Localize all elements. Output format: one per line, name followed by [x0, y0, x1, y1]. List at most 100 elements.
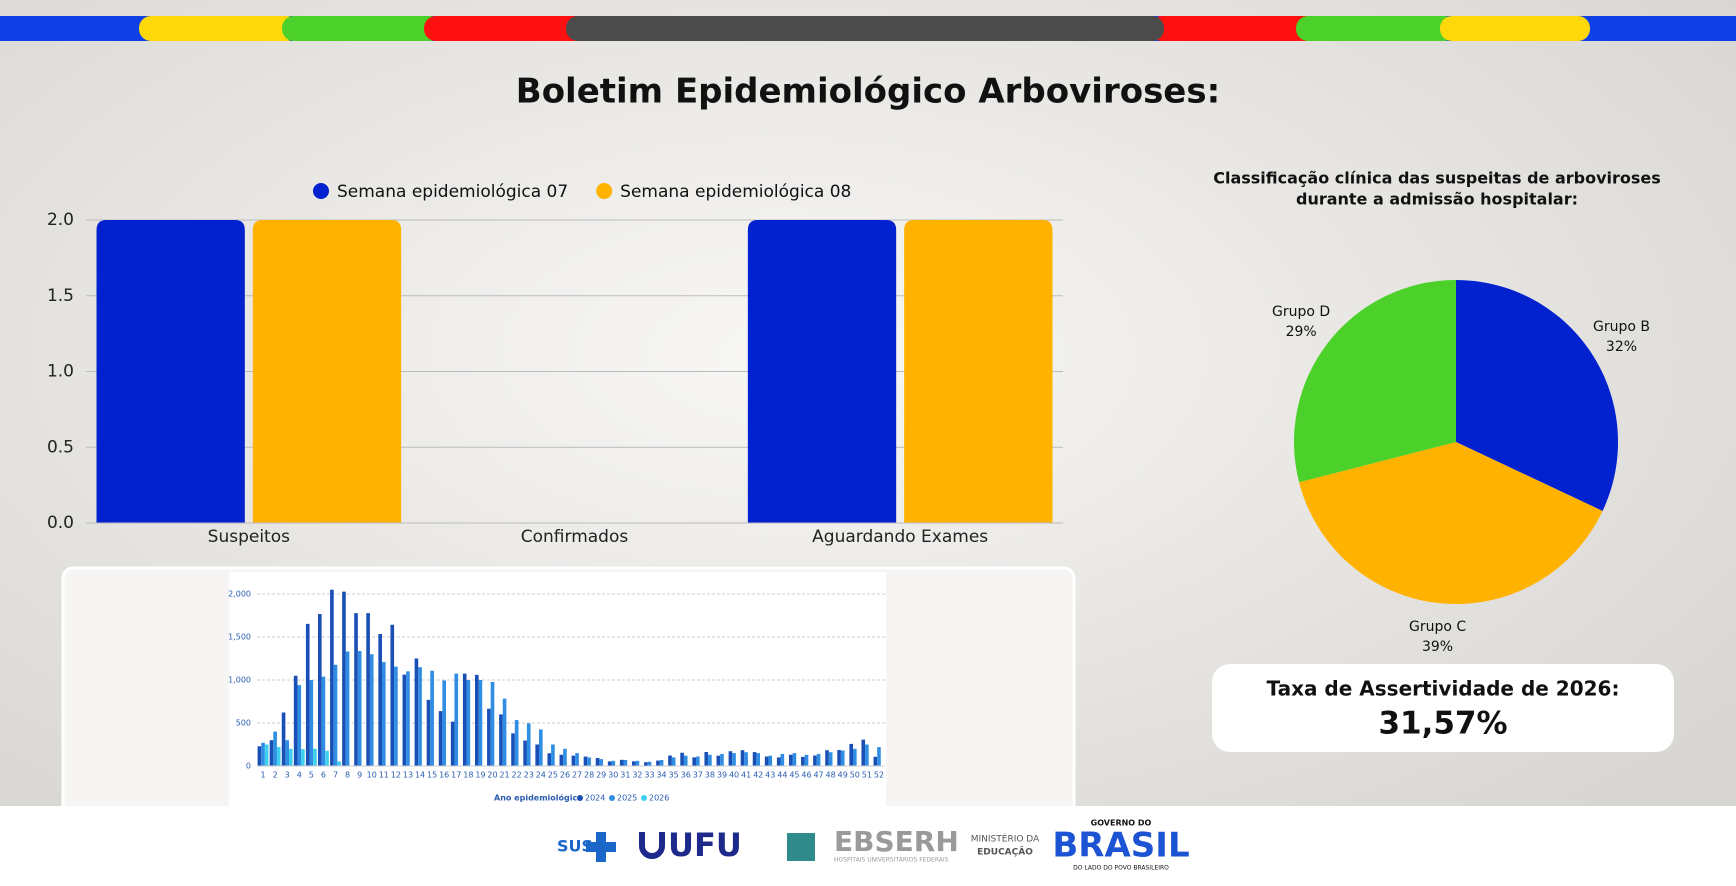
bar	[381, 662, 386, 766]
pie-label: Grupo C	[1409, 619, 1466, 635]
bar	[252, 220, 402, 523]
bar	[450, 721, 455, 766]
bar	[828, 752, 833, 766]
kpi-label: Taxa de Assertividade de 2026:	[1267, 677, 1620, 701]
bar	[487, 708, 491, 766]
bar	[680, 752, 684, 766]
legend-label: Semana epidemiológica 07	[337, 182, 568, 202]
bar	[490, 681, 495, 766]
bar	[378, 633, 382, 766]
x-tick-label: 12	[391, 771, 401, 780]
pie-slice	[1299, 442, 1603, 605]
bar	[514, 720, 519, 766]
y-tick-label: 0.0	[47, 513, 74, 533]
x-tick-label: Aguardando Exames	[812, 527, 988, 547]
bar	[511, 733, 515, 766]
bar	[801, 756, 805, 766]
bar	[704, 751, 709, 766]
x-tick-label: 41	[741, 771, 751, 780]
bar	[551, 744, 555, 766]
bar	[345, 651, 350, 766]
x-tick-label: 14	[415, 771, 425, 780]
x-tick-label: 35	[669, 771, 679, 780]
x-tick-label: Confirmados	[521, 527, 629, 547]
bar	[402, 674, 407, 766]
legend-swatch	[596, 183, 613, 199]
legend-label: 2024	[585, 794, 605, 803]
bar	[768, 755, 773, 766]
gov-sub: DO LADO DO POVO BRASILEIRO	[1073, 865, 1169, 872]
bar	[454, 673, 459, 766]
y-tick-label: 0	[246, 762, 251, 771]
bar	[788, 754, 793, 766]
x-tick-label: 19	[475, 771, 485, 780]
legend-swatch	[641, 795, 647, 801]
bar	[462, 673, 467, 766]
ufu-logo: UFU	[668, 826, 742, 864]
bar	[366, 613, 370, 766]
pie-value-label: 39%	[1422, 639, 1453, 655]
bar	[683, 755, 688, 766]
bar	[813, 755, 817, 766]
x-tick-label: Suspeitos	[208, 527, 290, 547]
bar	[559, 754, 564, 766]
x-tick-label: 34	[656, 771, 666, 780]
pie-title: Classificação clínica das suspeitas de a…	[1213, 169, 1661, 188]
y-tick-label: 0.5	[47, 437, 74, 457]
bar	[354, 613, 358, 766]
bar	[825, 750, 829, 766]
bar	[631, 761, 636, 766]
x-tick-label: 49	[838, 771, 848, 780]
bar	[257, 746, 262, 766]
bar	[692, 757, 696, 766]
bar	[474, 674, 479, 766]
bar	[837, 750, 841, 766]
x-tick-label: 38	[705, 771, 715, 780]
bar	[321, 676, 326, 766]
gov-top: GOVERNO DO	[1091, 819, 1152, 828]
x-tick-label: 22	[512, 771, 522, 780]
bar	[873, 756, 878, 766]
x-tick-label: 37	[693, 771, 703, 780]
x-tick-label: 52	[874, 771, 884, 780]
x-tick-label: 29	[596, 771, 606, 780]
x-tick-label: 5	[309, 771, 314, 780]
x-tick-label: 10	[367, 771, 377, 780]
x-tick-label: 30	[608, 771, 618, 780]
bar	[276, 747, 281, 766]
mec-line-1: MINISTÉRIO DA	[971, 833, 1040, 845]
sus-logo: SUS	[557, 837, 593, 856]
bar	[438, 711, 443, 766]
top-stripe	[0, 16, 1736, 41]
y-tick-label: 1.0	[47, 362, 74, 382]
x-tick-label: 36	[681, 771, 691, 780]
bar	[607, 761, 612, 766]
x-tick-label: 40	[729, 771, 739, 780]
bar	[418, 667, 422, 766]
x-tick-label: 3	[285, 771, 290, 780]
bar	[852, 748, 857, 766]
x-tick-label: 44	[777, 771, 787, 780]
bar	[849, 743, 853, 766]
bar	[865, 744, 869, 766]
bar	[261, 742, 265, 766]
x-tick-label: 47	[813, 771, 823, 780]
bar	[635, 760, 640, 766]
bar	[583, 756, 588, 766]
bar	[281, 712, 286, 766]
bar	[305, 623, 310, 766]
bar	[587, 757, 591, 766]
bar	[325, 750, 329, 766]
footer-logos: SUS UFU EBSERH HOSPITAIS UNIVERSITÁRIOS …	[557, 819, 1190, 872]
bar	[289, 748, 293, 766]
bar	[904, 220, 1053, 523]
x-tick-label: 6	[321, 771, 326, 780]
x-tick-label: 1	[260, 771, 265, 780]
footer	[0, 806, 1736, 886]
x-tick-label: 21	[499, 771, 509, 780]
x-tick-label: 16	[439, 771, 449, 780]
bar	[547, 753, 552, 766]
bar	[575, 753, 579, 766]
pie-slice	[1456, 280, 1618, 511]
